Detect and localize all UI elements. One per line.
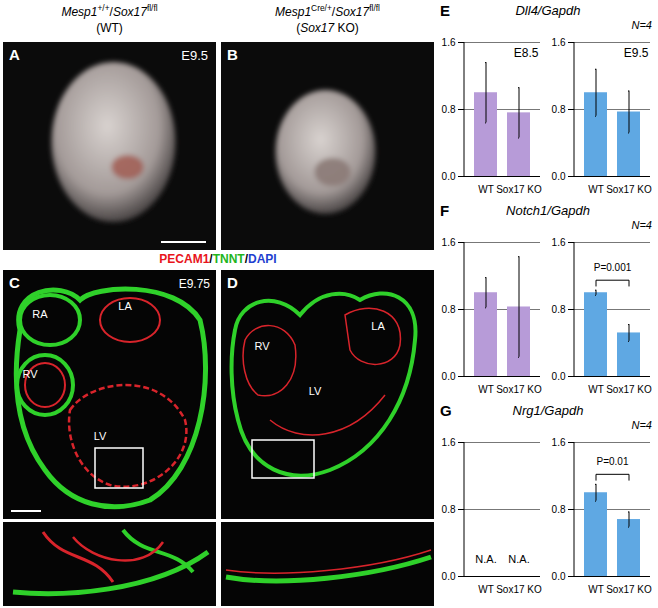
svg-text:0.8: 0.8 <box>552 104 566 115</box>
svg-text:0.8: 0.8 <box>442 504 456 515</box>
svg-text:P=0.01: P=0.01 <box>597 456 629 467</box>
html-text:Dll4/Gapdh: Dll4/Gapdh <box>515 3 581 18</box>
svg-text:RV: RV <box>254 340 270 352</box>
svg-text:0.0: 0.0 <box>552 371 566 382</box>
svg-text:0.0: 0.0 <box>552 571 566 582</box>
svg-text:A: A <box>9 46 20 63</box>
svg-text:E8.5: E8.5 <box>514 46 539 60</box>
svg-text:1.6: 1.6 <box>442 237 456 248</box>
html-text:Notch1/Gapdh: Notch1/Gapdh <box>506 203 590 218</box>
svg-text:0.0: 0.0 <box>552 171 566 182</box>
svg-text:(Sox17 KO): (Sox17 KO) <box>296 21 359 35</box>
svg-text:Sox17 KO: Sox17 KO <box>606 384 652 395</box>
html-text:G: G <box>440 402 452 419</box>
svg-text:LA: LA <box>371 320 385 332</box>
svg-text:E9.75: E9.75 <box>179 277 211 291</box>
svg-text:B: B <box>227 46 238 63</box>
svg-text:1.6: 1.6 <box>552 37 566 48</box>
svg-text:D: D <box>227 274 238 291</box>
svg-text:0.8: 0.8 <box>442 304 456 315</box>
svg-text:0.8: 0.8 <box>442 104 456 115</box>
svg-text:N.A.: N.A. <box>475 553 496 565</box>
svg-text:WT: WT <box>478 384 494 395</box>
svg-text:RA: RA <box>32 308 48 320</box>
svg-text:WT: WT <box>588 384 604 395</box>
svg-text:0.0: 0.0 <box>442 171 456 182</box>
html-text:N=4: N=4 <box>631 419 652 431</box>
svg-text:PECAM1/TNNT/DAPI: PECAM1/TNNT/DAPI <box>159 252 276 266</box>
svg-text:C: C <box>9 274 20 291</box>
svg-text:Mesp1+/+/Sox17fl/fl: Mesp1+/+/Sox17fl/fl <box>61 3 157 19</box>
svg-text:(WT): (WT) <box>96 21 123 35</box>
svg-text:Sox17 KO: Sox17 KO <box>496 184 542 195</box>
svg-text:LA: LA <box>118 300 132 312</box>
html-text:F: F <box>440 202 450 219</box>
svg-text:Mesp1Cre/+/Sox17fl/fl: Mesp1Cre/+/Sox17fl/fl <box>275 3 380 19</box>
svg-text:N.A.: N.A. <box>508 553 529 565</box>
svg-text:1.6: 1.6 <box>442 437 456 448</box>
svg-text:0.0: 0.0 <box>442 371 456 382</box>
svg-text:Sox17 KO: Sox17 KO <box>606 184 652 195</box>
svg-text:WT: WT <box>478 584 494 595</box>
svg-text:Sox17 KO: Sox17 KO <box>496 384 542 395</box>
svg-text:1.6: 1.6 <box>552 437 566 448</box>
svg-text:0.8: 0.8 <box>552 504 566 515</box>
svg-text:WT: WT <box>588 184 604 195</box>
svg-text:Sox17 KO: Sox17 KO <box>496 584 542 595</box>
svg-text:1.6: 1.6 <box>552 237 566 248</box>
html-text:N=4: N=4 <box>631 219 652 231</box>
svg-text:0.0: 0.0 <box>442 571 456 582</box>
svg-text:LV: LV <box>309 385 322 397</box>
html-text:N=4: N=4 <box>631 19 652 31</box>
svg-text:P=0.001: P=0.001 <box>594 262 632 273</box>
svg-text:WT: WT <box>478 184 494 195</box>
svg-text:WT: WT <box>588 584 604 595</box>
svg-text:E9.5: E9.5 <box>181 48 208 63</box>
html-text:E: E <box>440 2 450 19</box>
svg-text:Sox17 KO: Sox17 KO <box>606 584 652 595</box>
html-text:Nrg1/Gapdh: Nrg1/Gapdh <box>512 403 584 418</box>
svg-text:E9.5: E9.5 <box>624 46 649 60</box>
svg-text:0.8: 0.8 <box>552 304 566 315</box>
svg-text:RV: RV <box>22 368 38 380</box>
svg-text:LV: LV <box>94 430 107 442</box>
svg-text:1.6: 1.6 <box>442 37 456 48</box>
